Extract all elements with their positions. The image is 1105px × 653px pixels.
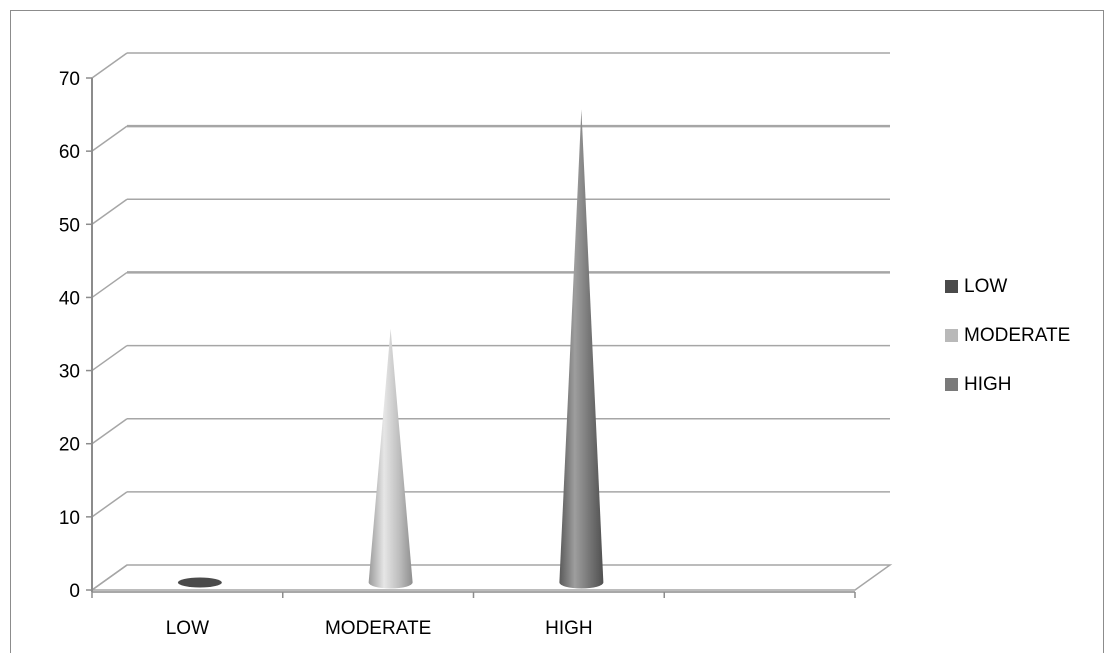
side-wall-line (91, 52, 128, 79)
legend-label: MODERATE (964, 325, 1070, 346)
legend-swatch (945, 329, 958, 342)
cone-body (559, 109, 604, 589)
y-tick-label: 60 (59, 142, 80, 163)
cone-high (559, 109, 604, 589)
chart-frame (10, 10, 1104, 653)
side-wall-line (91, 344, 128, 372)
cone-base (177, 577, 222, 588)
legend-swatch (945, 378, 958, 391)
y-tick-label: 0 (69, 581, 80, 602)
floor (89, 564, 893, 591)
side-wall-line (91, 271, 128, 299)
cone-body (368, 328, 413, 589)
side-wall-line (91, 125, 128, 152)
side-wall-line (91, 491, 128, 518)
legend-label: LOW (964, 276, 1007, 297)
side-wall-line (91, 418, 128, 445)
cone-moderate (368, 328, 413, 589)
x-tick-label: LOW (166, 618, 209, 639)
y-tick-label: 40 (59, 288, 80, 309)
y-tick-label: 50 (59, 215, 80, 236)
legend-swatch (945, 280, 958, 293)
side-wall-line (91, 198, 128, 225)
y-tick-label: 70 (59, 69, 80, 90)
y-tick-label: 30 (59, 362, 80, 383)
x-tick-label: MODERATE (325, 618, 431, 639)
x-tick-label: HIGH (545, 618, 593, 639)
cone-low (177, 577, 222, 588)
legend-label: HIGH (964, 374, 1012, 395)
y-tick-label: 20 (59, 435, 80, 456)
y-tick-label: 10 (59, 508, 80, 529)
